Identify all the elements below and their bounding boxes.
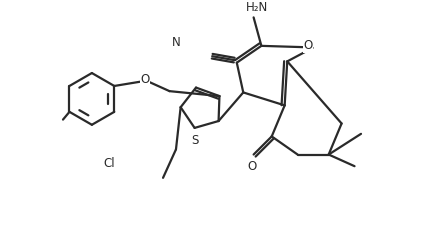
Text: N: N	[172, 36, 180, 49]
Text: S: S	[190, 134, 198, 147]
Text: O: O	[140, 73, 149, 86]
Text: H₂N: H₂N	[246, 0, 268, 13]
Text: O: O	[247, 160, 256, 173]
Text: Cl: Cl	[103, 157, 114, 170]
Text: O: O	[302, 39, 312, 52]
